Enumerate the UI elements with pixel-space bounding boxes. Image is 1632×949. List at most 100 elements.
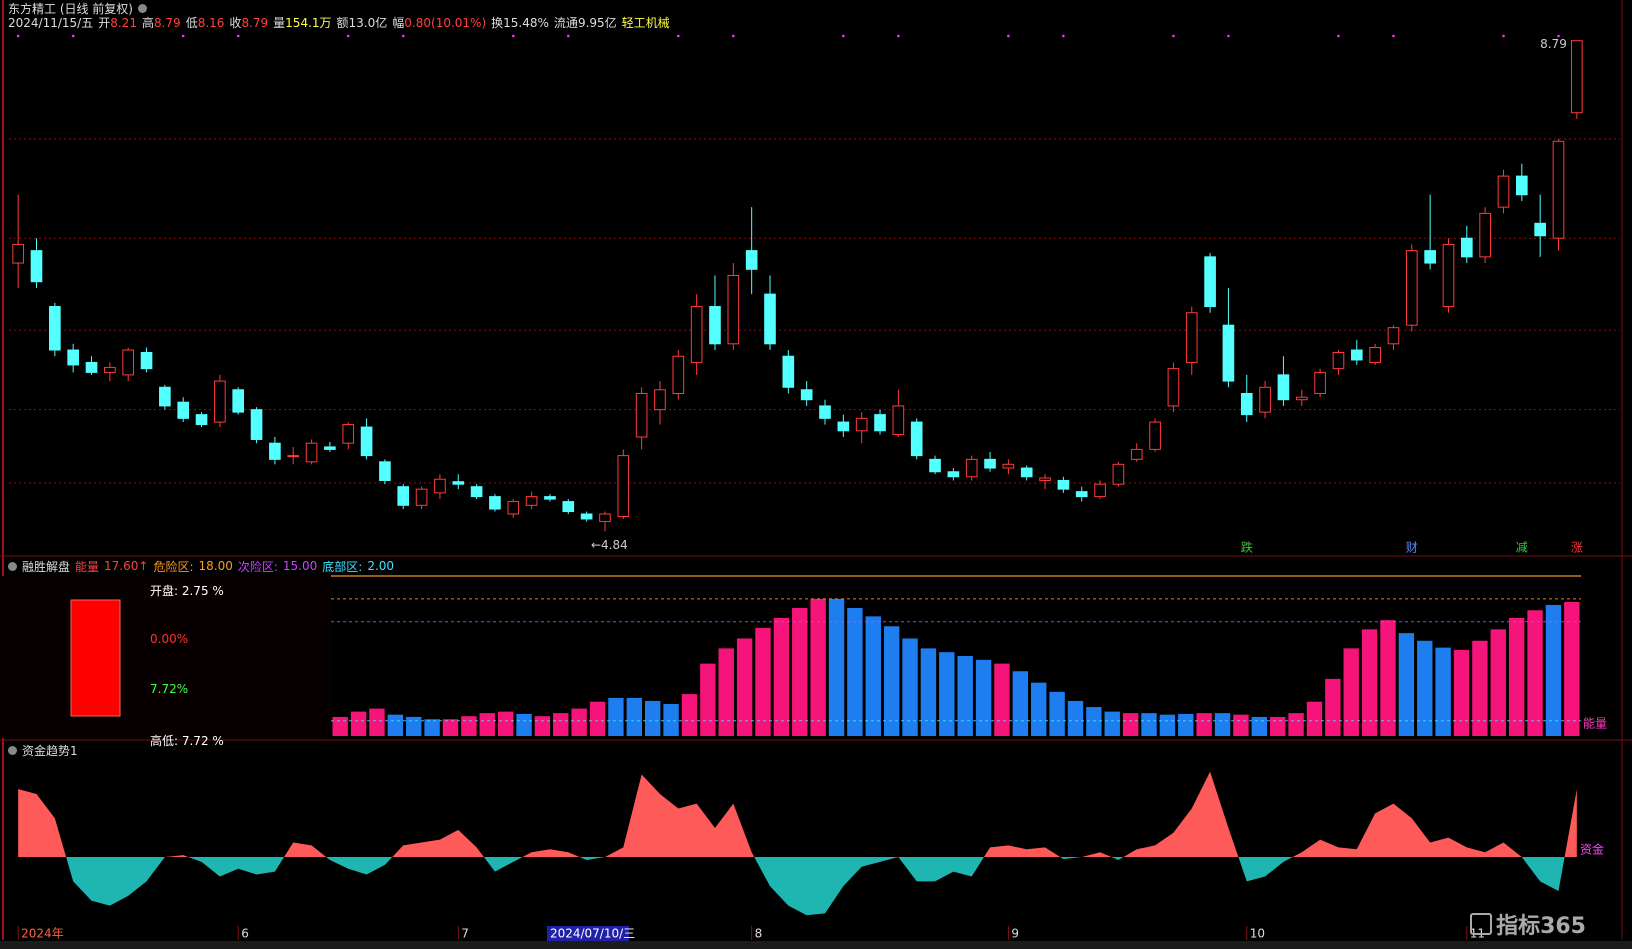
level-label: 次险区: [237, 559, 278, 574]
energy-bar [1214, 713, 1231, 736]
candle-body [1204, 256, 1216, 308]
candle-body [1094, 483, 1106, 498]
energy-bar [424, 719, 440, 736]
x-tick-label: 10 [1250, 927, 1265, 941]
energy-bar [1270, 716, 1286, 736]
x-tick-label: 7 [461, 927, 469, 941]
candle-body [580, 513, 593, 520]
info-gauge [70, 599, 121, 717]
header: 东方精工 (日线 前复权) [8, 0, 147, 18]
candle-body [49, 306, 61, 351]
quote-label: 低 [185, 15, 198, 30]
signal-label: 跌 [1241, 540, 1253, 555]
axis-label: 能量 [1583, 717, 1607, 731]
quote-value: 8.16 [197, 15, 225, 30]
energy-bar [1159, 714, 1176, 736]
candle-body [1534, 222, 1546, 237]
energy-bar [1508, 617, 1525, 736]
energy-bar [369, 708, 385, 736]
energy-bar [1031, 682, 1047, 736]
candle-body [1424, 250, 1436, 264]
marker-dot [16, 34, 20, 38]
energy-bar [1472, 640, 1488, 736]
candle-body [709, 306, 721, 345]
candle-body [1112, 463, 1125, 485]
candle-body [892, 405, 905, 435]
quote-item: 换15.48% [491, 14, 549, 31]
energy-bar [332, 716, 348, 736]
energy-bar [1398, 633, 1415, 736]
candle-body [727, 274, 740, 345]
candle-body [30, 250, 43, 283]
funds-area-negative [18, 857, 1577, 916]
candle-body [1020, 467, 1033, 478]
info-text: 开盘: 2.75 % 0.00% 7.72% 高低: 7.72 % [150, 582, 310, 782]
marker-dot [71, 34, 75, 38]
quote-value: 8.79 [241, 15, 269, 30]
candle-body [1295, 396, 1308, 401]
energy-bar [1049, 691, 1065, 736]
x-tick-label: 9 [1011, 927, 1019, 941]
energy-bar [1380, 620, 1396, 736]
quote-value: 15.48% [503, 15, 549, 30]
date: 2024/11/15/五 [8, 15, 94, 30]
energy-bar [1527, 610, 1543, 736]
candle-body [1350, 349, 1363, 361]
signal-label: 减 [1516, 541, 1528, 555]
candle-body [984, 458, 996, 469]
quote-label: 开 [98, 15, 111, 30]
title: 东方精工 (日线 前复权) [8, 1, 133, 16]
info-line: 0.00% [150, 632, 189, 646]
price-annotation: 8.79 [1540, 37, 1567, 51]
candle-body [525, 496, 538, 506]
energy-bar [1435, 647, 1451, 736]
candle-body [452, 481, 465, 485]
quote-item: 量154.1万 [273, 14, 331, 31]
energy-bar [920, 648, 937, 736]
candle-body [1460, 237, 1473, 258]
candle-body [635, 393, 648, 438]
energy-bar [902, 638, 918, 736]
panel-icon[interactable] [8, 561, 17, 571]
energy-bar [1361, 629, 1378, 736]
candle-body [599, 513, 611, 522]
level-label: 危险区: [153, 559, 194, 574]
candle-body [1130, 448, 1143, 460]
marker-dot [401, 34, 405, 38]
quote-item: 收8.79 [229, 14, 268, 31]
candle-body [122, 349, 135, 376]
candle-body [874, 414, 886, 432]
energy-bar [810, 598, 826, 736]
energy-bar [718, 648, 734, 736]
energy-bar [1086, 707, 1102, 736]
energy-bar [387, 714, 404, 736]
info-box [0, 576, 330, 738]
candle-body [397, 486, 410, 506]
candle-body [764, 293, 776, 345]
panel-icon[interactable] [8, 745, 17, 755]
candle-body [1259, 386, 1271, 413]
candle-body [140, 352, 153, 370]
candle-body [782, 355, 795, 388]
energy-bar [939, 652, 955, 736]
energy-bar [1306, 701, 1323, 736]
candle-body [1075, 491, 1088, 498]
energy-bar [736, 638, 753, 736]
funds-area-positive [18, 771, 1577, 858]
candle-body [1571, 40, 1583, 114]
energy-bar [1453, 649, 1470, 736]
quote-value: 0.80(10.01%) [404, 15, 487, 30]
energy-bar [773, 617, 790, 736]
info-line: 高低: 7.72 % [150, 734, 224, 748]
candle-body [690, 306, 703, 363]
menu-icon[interactable] [138, 3, 147, 13]
candle-body [1240, 393, 1253, 416]
candle-body [654, 389, 666, 411]
energy-bar [608, 697, 624, 736]
marker-dot [1007, 34, 1010, 38]
candle-body [360, 426, 373, 457]
energy-bar [1545, 604, 1562, 736]
info-line: 7.72% [150, 682, 189, 696]
marker-dot [181, 34, 185, 38]
